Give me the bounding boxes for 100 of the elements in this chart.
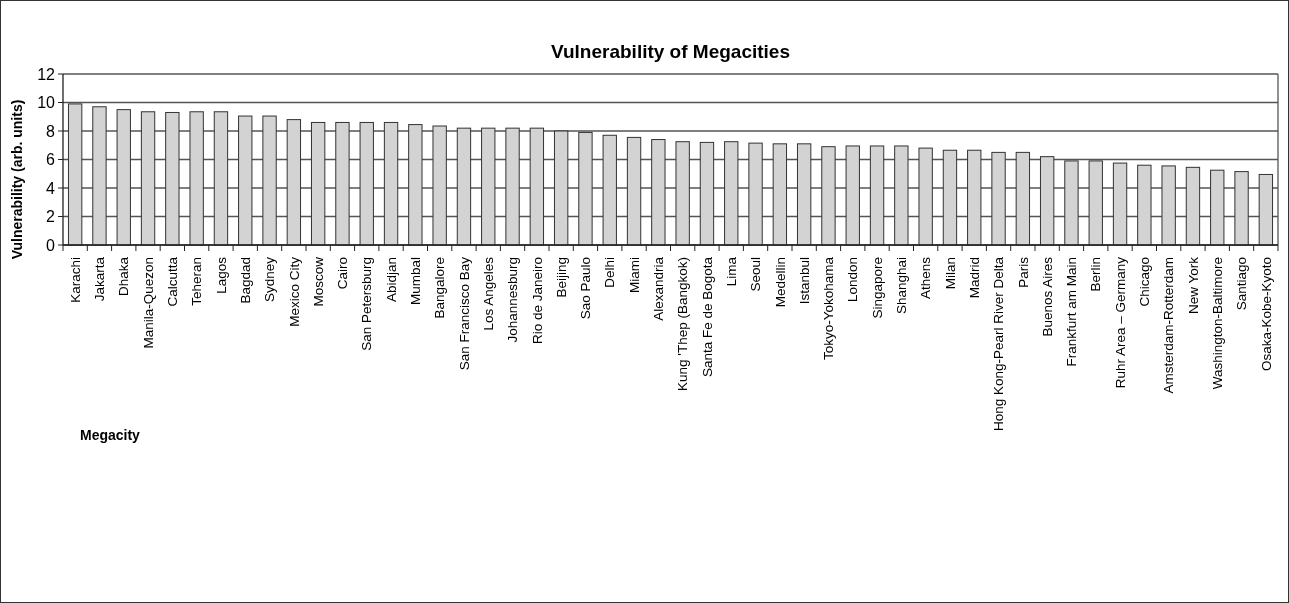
bar (942, 149, 958, 246)
x-tick-label: Miami (626, 257, 642, 293)
bar (578, 131, 593, 246)
bar (1258, 173, 1274, 246)
x-tick-label: Mexico City (286, 256, 302, 327)
x-tick-label: Bangalore (432, 257, 448, 319)
bar (481, 127, 496, 246)
y-tick-label: 2 (46, 208, 56, 226)
y-tick-label: 4 (46, 179, 56, 197)
x-tick-label: Bagdad (237, 257, 253, 304)
y-axis-title: Vulnerability (arb. units) (9, 99, 25, 260)
x-tick-label: Tokyo-Yokohama (821, 256, 837, 361)
bar (432, 125, 447, 246)
bar (1234, 171, 1249, 246)
x-tick-label: New York (1185, 256, 1201, 315)
y-tick-label: 0 (46, 236, 56, 254)
x-tick-label: Lagos (213, 256, 229, 294)
bar (67, 103, 83, 246)
x-tick-label: Istanbul (796, 257, 812, 305)
bar (1210, 169, 1225, 246)
x-tick-label: Medellin (772, 257, 788, 308)
x-tick-label: Seoul (748, 257, 764, 292)
bar (262, 115, 277, 246)
bar (796, 143, 812, 246)
x-tick-label: Singapore (869, 257, 885, 319)
bar (529, 127, 545, 246)
x-tick-label: Jakarta (92, 256, 108, 302)
bar (869, 145, 885, 246)
x-tick-label: Hong Kong-Pearl River Delta (991, 256, 1007, 432)
bar (116, 109, 131, 246)
x-tick-label: Berlin (1088, 257, 1104, 292)
x-tick-label: Madrid (966, 257, 982, 299)
bar (213, 111, 229, 246)
chart-title: Vulnerability of Megacities (551, 41, 790, 62)
x-tick-label: Karachi (67, 257, 83, 303)
bar (724, 141, 739, 246)
x-tick-label: Osaka-Kobe-Kyoto (1258, 257, 1274, 372)
x-tick-label: Buenos Aires (1039, 256, 1055, 337)
x-tick-label: Santiago (1234, 257, 1250, 311)
x-tick-label: Teheran (189, 257, 205, 306)
bar (821, 146, 836, 246)
x-tick-label: Frankfurt am Main (1064, 257, 1080, 367)
x-tick-label: Calcutta (165, 256, 181, 307)
x-tick-label: Johannesburg (505, 257, 521, 343)
bar (626, 136, 642, 246)
x-tick-label: Chicago (1137, 257, 1153, 307)
bar (408, 124, 423, 246)
bar (748, 142, 763, 246)
x-tick-label: Rio de Janeiro (529, 257, 545, 345)
x-tick-label: Dhaka (116, 256, 132, 297)
x-tick-label: Shanghai (894, 257, 910, 315)
bar (456, 127, 472, 246)
y-tick-label: 10 (37, 94, 56, 112)
x-tick-label: Moscow (310, 256, 326, 307)
bar (92, 106, 107, 246)
x-tick-label: Mumbal (408, 257, 424, 306)
x-tick-label: Alexandria (651, 256, 667, 321)
bar (772, 143, 788, 246)
bar (1185, 166, 1201, 246)
bar (553, 130, 569, 246)
bar (845, 145, 860, 246)
bar (675, 141, 690, 246)
bar (1161, 165, 1176, 246)
bar (238, 115, 253, 246)
y-tick-label: 8 (46, 122, 56, 140)
x-tick-label: Los Angeles (480, 256, 496, 331)
x-tick-label: Amsterdam-Rotterdam (1161, 257, 1177, 394)
bar (651, 139, 666, 246)
x-tick-label: Abidjan (383, 257, 399, 303)
x-tick-label: Sydney (262, 256, 278, 303)
bar (286, 119, 302, 246)
bar (1015, 151, 1031, 246)
bar (699, 141, 715, 246)
bar (918, 147, 933, 246)
bar (1064, 160, 1079, 246)
bar (140, 111, 156, 246)
x-tick-label: Beijing (553, 257, 569, 298)
x-tick-label: Cairo (335, 257, 351, 290)
bar (1039, 156, 1055, 246)
x-tick-label: Athens (918, 256, 934, 300)
x-tick-label: San Francisco Bay (456, 256, 472, 371)
y-tick-label: 12 (37, 65, 56, 83)
bar (1112, 162, 1128, 246)
x-tick-label: Santa Fe de Bogota (699, 256, 715, 378)
x-tick-label: San Petersburg (359, 257, 375, 351)
x-tick-label: Milan (942, 257, 958, 290)
bar (991, 151, 1006, 246)
x-tick-label: London (845, 257, 861, 303)
bar (165, 111, 180, 246)
x-tick-label: Ruhr Area – Germany (1112, 256, 1128, 389)
bar (967, 149, 982, 246)
x-axis-title: Megacity (80, 427, 141, 443)
x-tick-label: Manila-Quezon (140, 257, 156, 349)
bar (310, 121, 326, 246)
bar (1088, 160, 1103, 246)
y-tick-label: 6 (46, 151, 56, 169)
x-tick-label: Kung 'Thep (Bangkok) (675, 257, 691, 391)
x-tick-label: Paris (1015, 256, 1031, 288)
bar (335, 121, 350, 246)
x-tick-label: Washington-Baltimore (1209, 257, 1225, 390)
